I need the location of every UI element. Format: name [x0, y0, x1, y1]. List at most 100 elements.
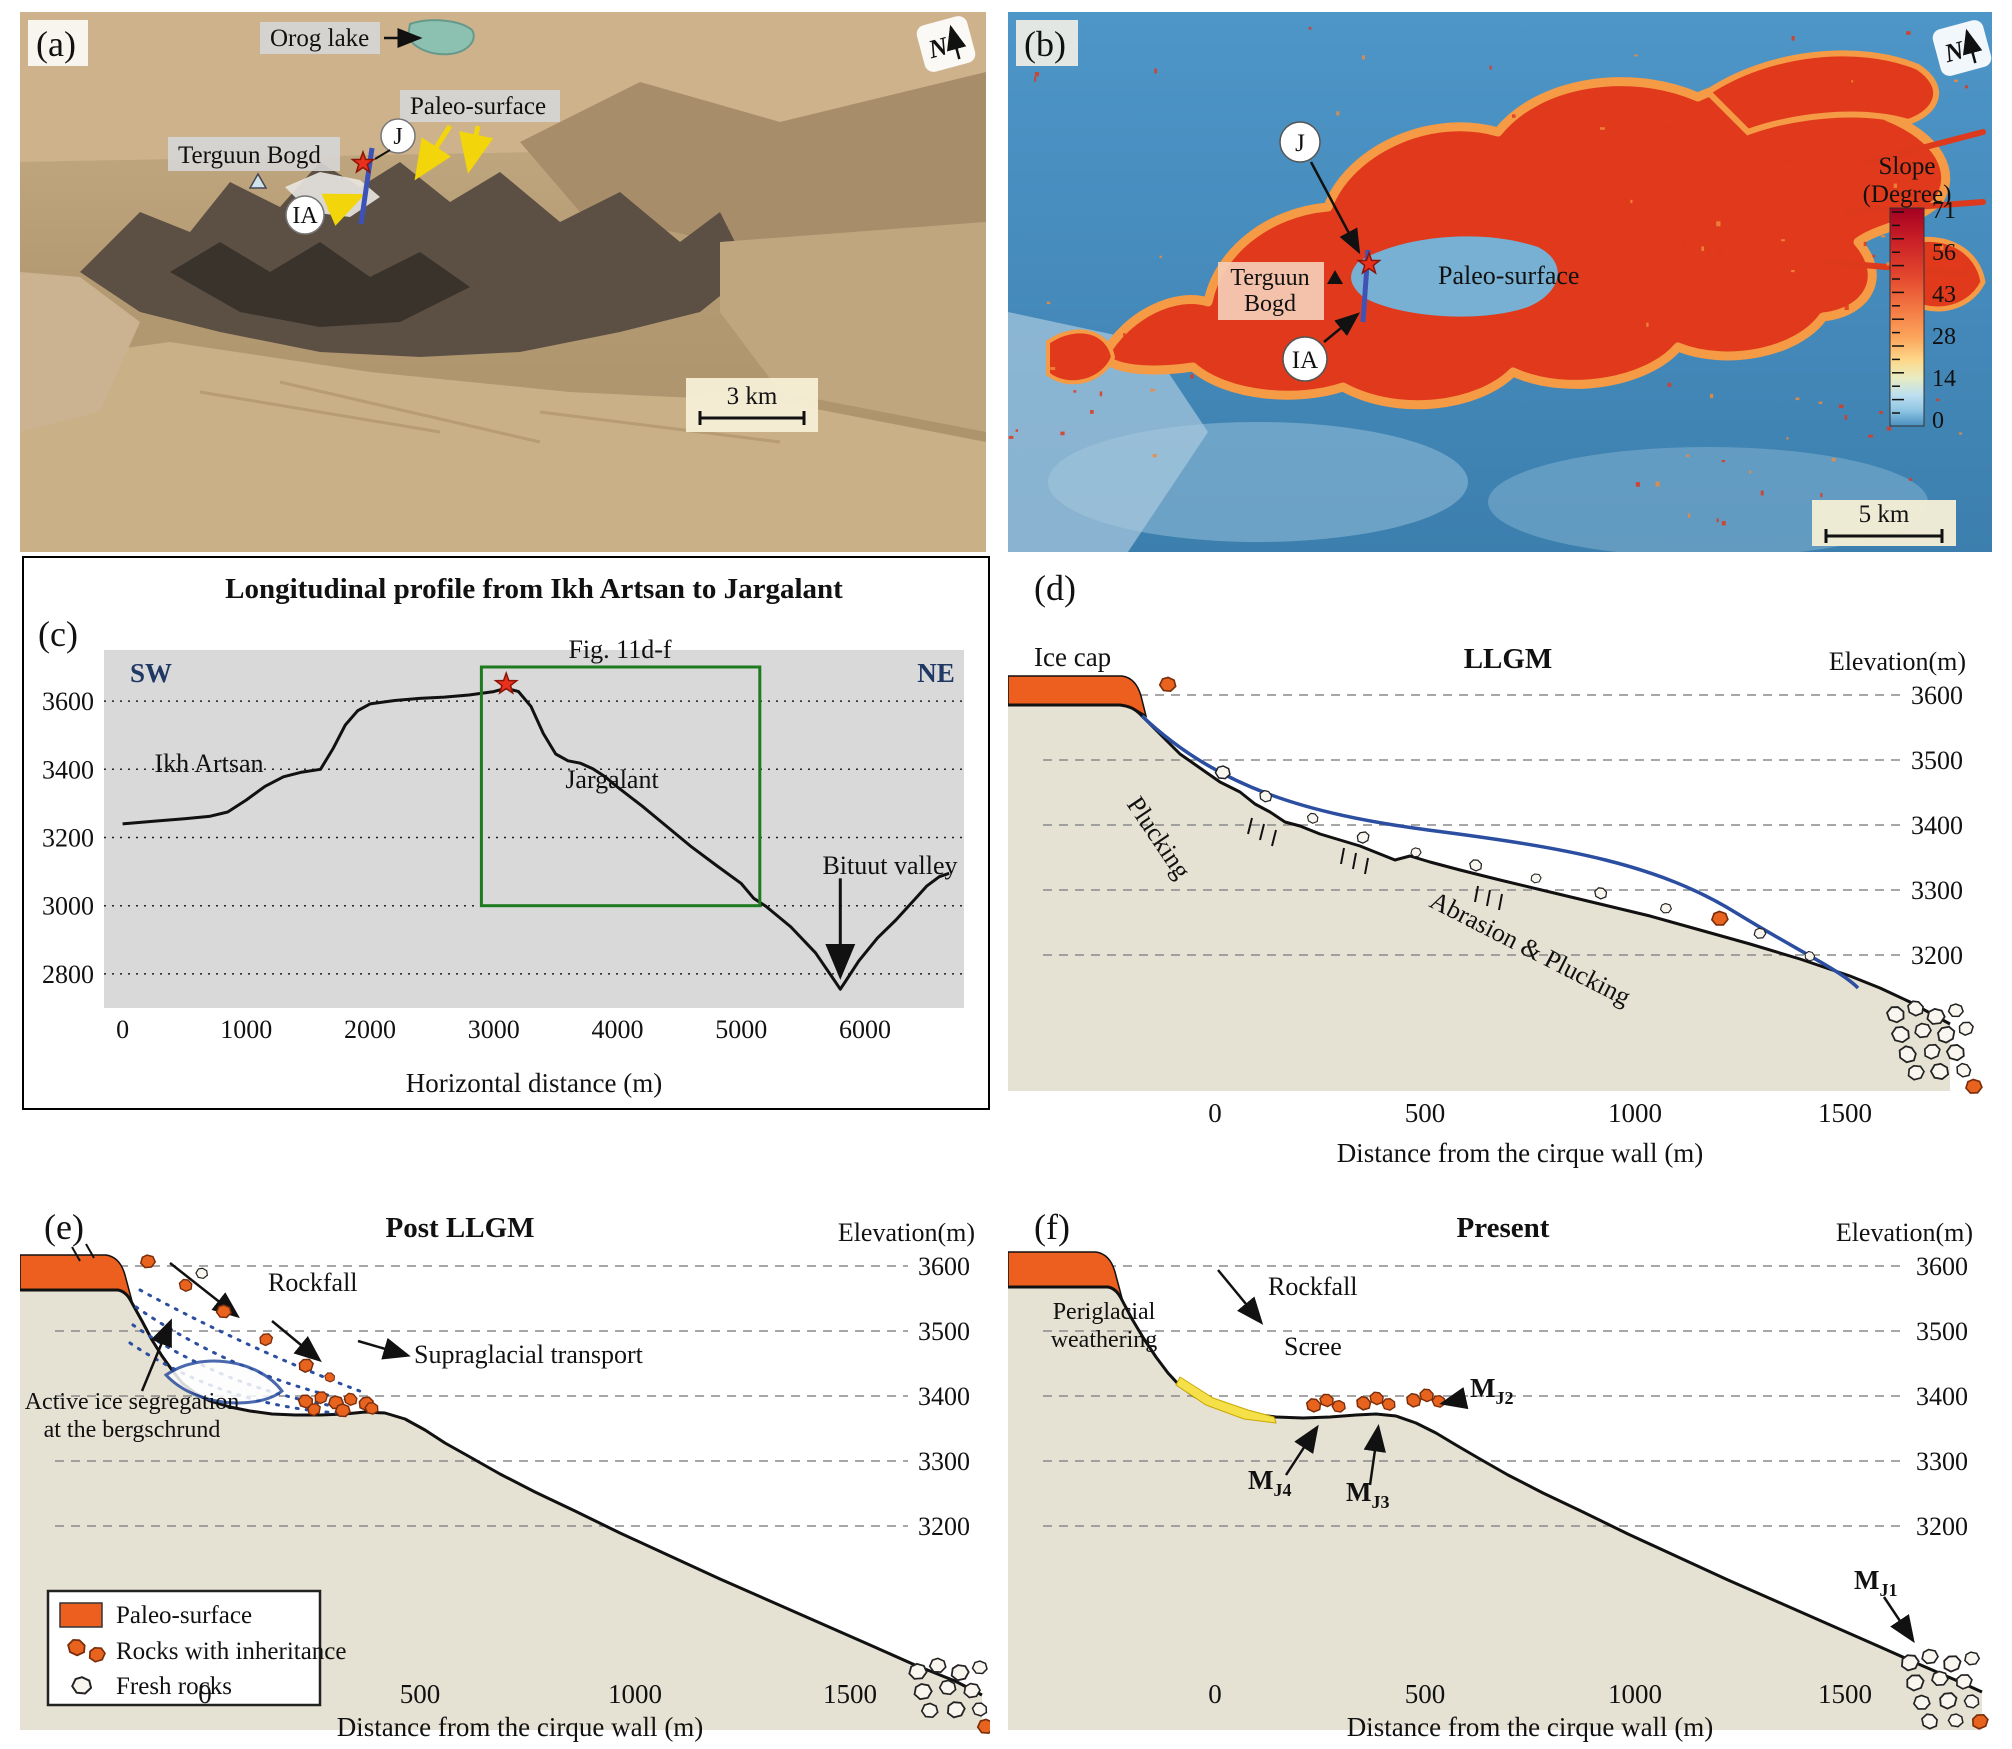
svg-text:IA: IA: [1292, 347, 1318, 374]
panel-b-slope-map: (b) J IA Terguun Bogd Paleo-surface: [1008, 12, 1992, 557]
slope-speckle: [1646, 322, 1649, 327]
slope-speckle: [1687, 513, 1691, 518]
slope-speckle: [1655, 481, 1660, 487]
slope-speckle: [1959, 432, 1962, 435]
svg-text:3500: 3500: [1911, 746, 1963, 775]
x-axis-label: Distance from the cirque wall (m): [1337, 1138, 1704, 1168]
segregation-label-1: Active ice segregation: [25, 1389, 240, 1415]
svg-text:3500: 3500: [918, 1317, 970, 1346]
tag-f: (f): [1034, 1207, 1070, 1247]
legend: Paleo-surface Rocks with inheritance Fre…: [46, 1589, 347, 1707]
slope-speckle: [1704, 325, 1709, 329]
mj2-arrow: [1439, 1387, 1469, 1410]
slope-speckle: [1046, 301, 1051, 305]
rock-inherited: [1331, 1399, 1346, 1413]
svg-text:43: 43: [1932, 282, 1956, 308]
rock-fresh: [1956, 1674, 1973, 1690]
x-tick-label: 5000: [715, 1015, 767, 1044]
tag-d: (d): [1034, 568, 1076, 608]
slope-speckle: [1881, 235, 1886, 238]
slope-speckle: [1749, 470, 1752, 474]
orog-lake-label: Orog lake: [260, 22, 423, 54]
svg-text:(Degree): (Degree): [1863, 181, 1952, 208]
legend-rock-swatches: [67, 1638, 106, 1695]
englacial-debris: [1158, 676, 1816, 962]
slope-speckle: [1635, 482, 1640, 487]
mj1-arrow: [1882, 1596, 1915, 1644]
rockfall-arrow: [1217, 1269, 1264, 1325]
svg-text:0: 0: [198, 1679, 212, 1709]
y-tick-label: 3600: [42, 687, 94, 716]
mj4-label: MJ4: [1248, 1465, 1291, 1500]
svg-text:500: 500: [400, 1679, 441, 1709]
periglacial-label-1: Periglacial: [1053, 1299, 1156, 1325]
segregation-label-2: at the bergschrund: [44, 1417, 221, 1443]
rockfall-label: Rockfall: [1268, 1272, 1358, 1301]
svg-text:Bogd: Bogd: [1244, 291, 1296, 317]
slope-speckle: [1965, 85, 1968, 89]
cap-joints: [71, 1243, 95, 1262]
colorbar: Slope (Degree) 71 56 43 28 14 0: [1863, 153, 1956, 434]
rock-fresh: [908, 1662, 928, 1680]
rock-fresh: [1945, 1044, 1965, 1062]
svg-text:IA: IA: [292, 203, 318, 229]
rock-fresh: [1890, 1025, 1910, 1044]
slope-speckle: [1844, 415, 1848, 420]
slope-speckle: [1152, 454, 1157, 458]
rock-fresh: [1929, 1062, 1950, 1081]
elevation-profile: [122, 686, 950, 991]
rock-fresh: [1931, 1670, 1949, 1686]
rock-fresh: [1947, 1713, 1964, 1728]
scale-bar: 3 km: [686, 378, 818, 432]
slope-speckle: [1760, 490, 1764, 496]
svg-text:1500: 1500: [1818, 1098, 1872, 1128]
x-tick-label: 6000: [839, 1015, 891, 1044]
ia-arrow-icon: [1323, 312, 1360, 343]
j-arrow-icon: [1309, 161, 1361, 255]
rock-fresh: [1907, 1064, 1925, 1081]
svg-text:3300: 3300: [918, 1447, 970, 1476]
fan-streaks: [199, 380, 781, 444]
rock-inherited: [297, 1394, 313, 1409]
slope-speckle: [1756, 310, 1760, 314]
rock-fresh: [950, 1664, 970, 1682]
ia-marker: IA: [285, 193, 366, 235]
panel-c-profile-chart: Longitudinal profile from Ikh Artsan to …: [22, 556, 990, 1110]
slope-speckle: [1718, 248, 1722, 253]
rock-inherited: [1381, 1398, 1396, 1411]
bituut-valley-label: Bituut valley: [822, 851, 957, 880]
rock-inherited: [1406, 1392, 1422, 1408]
ia-marker: IA: [1282, 312, 1360, 382]
slope-speckle: [1721, 521, 1726, 526]
rock-fresh: [1943, 1655, 1962, 1673]
northeast-ridges: [1703, 50, 1940, 136]
mj4-arrow: [1284, 1424, 1319, 1476]
rock-fresh: [1306, 812, 1319, 824]
y-tick-label: 3200: [42, 824, 94, 853]
svg-text:1000: 1000: [608, 1679, 662, 1709]
svg-text:0: 0: [1932, 408, 1944, 434]
supraglacial-arrow: [357, 1337, 411, 1360]
mj2-label: MJ2: [1470, 1373, 1513, 1408]
rock-inherited: [1369, 1391, 1384, 1406]
terguun-bogd-label: Terguun Bogd: [1218, 262, 1343, 320]
slope-speckle: [1725, 297, 1731, 301]
rock-fresh: [971, 1702, 988, 1717]
lower-moraine-pile: [1901, 1648, 1989, 1730]
inset-box-label: Fig. 11d-f: [568, 635, 671, 664]
slope-speckle: [1786, 160, 1791, 164]
rock-inherited: [364, 1402, 379, 1415]
rock-fresh: [946, 1701, 966, 1719]
rock-fresh: [1530, 873, 1542, 884]
svg-text:Terguun: Terguun: [1230, 265, 1309, 291]
shadow-ridges: [170, 242, 470, 327]
svg-text:3600: 3600: [1916, 1252, 1968, 1281]
slope-speckle: [1789, 183, 1794, 188]
svg-text:3200: 3200: [1916, 1512, 1968, 1541]
terrain-surface-line: [20, 1288, 983, 1697]
paleo-surface-label: Paleo-surface: [1438, 261, 1579, 290]
rock-fresh: [938, 1679, 957, 1696]
slope-speckle: [1489, 65, 1492, 70]
rock-fresh: [971, 1660, 988, 1675]
slope-speckle: [1709, 169, 1714, 173]
